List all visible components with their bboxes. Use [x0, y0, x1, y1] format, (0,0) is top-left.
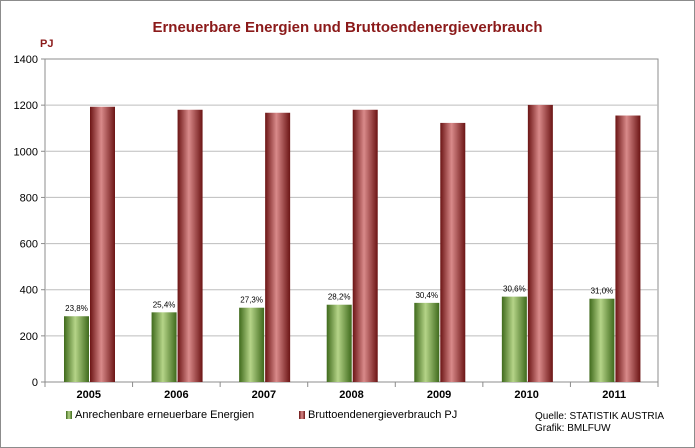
x-tick-label: 2009: [427, 389, 451, 401]
data-label-2009: 30,4%: [415, 291, 438, 300]
y-axis-unit-label: PJ: [40, 38, 54, 50]
x-tick-label: 2011: [602, 389, 626, 401]
bar-consumption-2009: [440, 122, 466, 382]
data-label-2007: 27,3%: [240, 296, 263, 305]
y-tick-label: 1400: [14, 54, 38, 66]
y-tick-label: 1000: [14, 146, 38, 158]
data-label-2010: 30,6%: [503, 285, 526, 294]
bar-consumption-2010: [527, 104, 553, 382]
bar-renewables-2007: [239, 307, 265, 382]
bar-renewables-2005: [64, 316, 89, 382]
y-tick-label: 400: [20, 285, 38, 297]
bar-renewables-2006: [151, 312, 177, 382]
data-label-2011: 31,0%: [591, 287, 614, 296]
x-tick-label: 2006: [164, 389, 188, 401]
bar-renewables-2011: [589, 298, 615, 382]
bar-consumption-2007: [265, 112, 291, 382]
bar-renewables-2009: [414, 302, 440, 382]
data-label-2008: 28,2%: [328, 293, 351, 302]
y-tick-label: 200: [20, 331, 38, 343]
y-tick-label: 0: [32, 377, 38, 389]
legend-item-renewables: Anrechenbare erneuerbare Energien: [66, 409, 254, 421]
legend-label-renewables: Anrechenbare erneuerbare Energien: [75, 409, 255, 421]
y-tick-label: 1200: [14, 100, 38, 112]
graphic-credit: Grafik: BMLFUW: [535, 423, 611, 434]
source-note: Quelle: STATISTIK AUSTRIA: [535, 411, 665, 422]
x-tick-label: 2008: [339, 389, 363, 401]
bar-consumption-2005: [90, 106, 115, 382]
data-label-2005: 23,8%: [65, 304, 88, 313]
x-tick-label: 2010: [514, 389, 538, 401]
bar-renewables-2010: [501, 296, 527, 382]
legend-item-consumption: Bruttoendenergieverbrauch PJ: [299, 409, 457, 421]
legend-label-consumption: Bruttoendenergieverbrauch PJ: [308, 409, 458, 421]
y-tick-label: 800: [20, 192, 38, 204]
bar-consumption-2011: [615, 115, 641, 383]
y-tick-label: 600: [20, 239, 38, 251]
chart-title: Erneuerbare Energien und Bruttoendenergi…: [152, 19, 543, 36]
legend-swatch-consumption: [299, 411, 305, 419]
x-tick-label: 2005: [77, 389, 101, 401]
data-label-2006: 25,4%: [153, 300, 176, 309]
legend-swatch-renewables: [66, 411, 72, 419]
bar-consumption-2006: [177, 109, 203, 382]
bar-consumption-2008: [352, 109, 378, 382]
x-tick-label: 2007: [252, 389, 276, 401]
bar-renewables-2008: [326, 304, 352, 382]
